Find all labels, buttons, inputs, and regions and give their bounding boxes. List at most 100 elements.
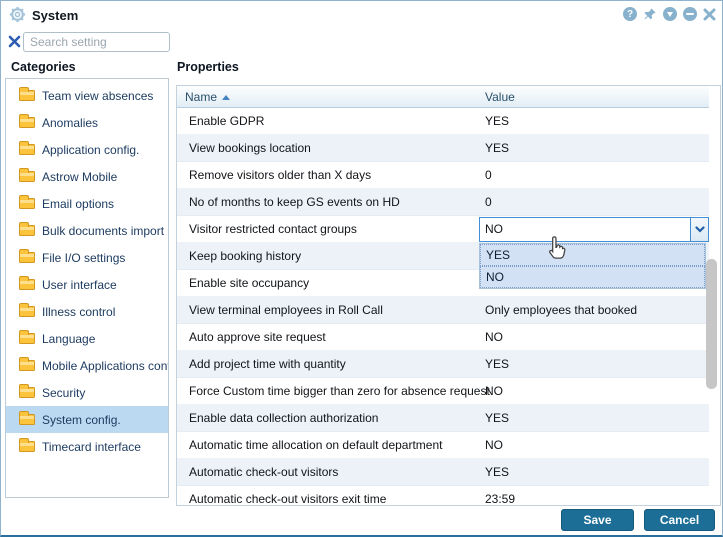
category-label: File I/O settings — [42, 250, 126, 265]
sidebar-item-language[interactable]: Language — [6, 325, 168, 352]
cancel-button[interactable]: Cancel — [644, 509, 715, 531]
table-row[interactable]: No of months to keep GS events on HD 0 — [177, 189, 709, 216]
property-name: Enable site occupancy — [189, 276, 310, 290]
window-title: System — [32, 8, 79, 23]
sidebar-item-anomalies[interactable]: Anomalies — [6, 109, 168, 136]
table-row[interactable]: View terminal employees in Roll Call Only… — [177, 297, 709, 324]
sidebar-item-application-config[interactable]: Application config. — [6, 136, 168, 163]
categories-heading: Categories — [11, 60, 76, 74]
table-row[interactable]: Enable data collection authorization YES — [177, 405, 709, 432]
category-label: Language — [42, 331, 96, 346]
category-label: Team view absences — [42, 88, 154, 103]
sidebar-item-bulk-documents-import[interactable]: Bulk documents import — [6, 217, 168, 244]
properties-heading: Properties — [177, 60, 239, 74]
folder-icon — [19, 384, 35, 398]
grid-rows: Enable GDPR YES View bookings location YES… — [177, 108, 709, 506]
sidebar-item-email-options[interactable]: Email options — [6, 190, 168, 217]
property-name: No of months to keep GS events on HD — [189, 195, 400, 209]
property-name: Remove visitors older than X days — [189, 168, 372, 182]
folder-icon — [19, 276, 35, 290]
table-row[interactable]: Add project time with quantity YES — [177, 351, 709, 378]
properties-grid: Name Value Enable GDPR YES View bookings … — [176, 85, 721, 506]
property-value: NO — [485, 384, 503, 398]
category-label: Bulk documents import — [42, 223, 165, 238]
close-icon[interactable] — [703, 8, 716, 21]
folder-icon — [19, 438, 35, 452]
property-value: Only employees that booked — [485, 303, 638, 317]
property-name: Enable data collection authorization — [189, 411, 379, 425]
value-combobox[interactable]: NO — [479, 217, 709, 242]
chevron-down-icon — [694, 225, 705, 233]
property-value: YES — [485, 357, 510, 371]
gear-icon — [9, 6, 26, 23]
titlebar: System ? — [1, 1, 722, 29]
column-header-name[interactable]: Name — [185, 90, 231, 104]
sidebar-item-user-interface[interactable]: User interface — [6, 271, 168, 298]
folder-icon — [19, 222, 35, 236]
property-name: Automatic check-out visitors exit time — [189, 492, 387, 506]
category-label: Anomalies — [42, 115, 99, 130]
folder-icon — [19, 330, 35, 344]
property-name: Force Custom time bigger than zero for a… — [189, 384, 490, 398]
grid-header: Name Value — [177, 86, 709, 108]
help-icon[interactable]: ? — [623, 7, 637, 21]
folder-icon — [19, 357, 35, 371]
property-name: View bookings location — [189, 141, 311, 155]
sidebar-item-team-view-absences[interactable]: Team view absences — [6, 82, 168, 109]
search-input[interactable] — [23, 32, 170, 52]
property-name: Keep booking history — [189, 249, 302, 263]
sort-asc-icon — [222, 94, 231, 100]
collapse-icon[interactable] — [683, 7, 697, 21]
property-value: 23:59 — [485, 492, 516, 506]
category-label: Application config. — [42, 142, 140, 157]
category-label: Illness control — [42, 304, 116, 319]
table-row[interactable]: Automatic check-out visitors YES — [177, 459, 709, 486]
category-label: System config. — [42, 412, 121, 427]
table-row[interactable]: Automatic check-out visitors exit time 23… — [177, 486, 709, 506]
table-row[interactable]: Force Custom time bigger than zero for a… — [177, 378, 709, 405]
property-value: NO — [485, 330, 503, 344]
category-label: Astrow Mobile — [42, 169, 118, 184]
sidebar-item-system-config[interactable]: System config. — [6, 406, 168, 433]
pin-icon[interactable] — [643, 7, 657, 21]
sidebar-item-security[interactable]: Security — [6, 379, 168, 406]
property-name: Add project time with quantity — [189, 357, 346, 371]
property-name: Enable GDPR — [189, 114, 265, 128]
categories-panel: Team view absences Anomalies Application… — [5, 78, 169, 498]
sidebar-item-astrow-mobile[interactable]: Astrow Mobile — [6, 163, 168, 190]
sidebar-item-file-io-settings[interactable]: File I/O settings — [6, 244, 168, 271]
category-label: Mobile Applications config. — [42, 358, 168, 373]
sidebar-item-mobile-applications-config[interactable]: Mobile Applications config. — [6, 352, 168, 379]
property-value: NO — [485, 438, 503, 452]
folder-icon — [19, 195, 35, 209]
dropdown-option-no[interactable]: NO — [480, 266, 705, 288]
property-name: Visitor restricted contact groups — [189, 222, 357, 236]
table-row[interactable]: Enable GDPR YES — [177, 108, 709, 135]
sidebar-item-illness-control[interactable]: Illness control — [6, 298, 168, 325]
category-label: Security — [42, 385, 86, 400]
property-value: YES — [485, 141, 510, 155]
restore-icon[interactable] — [663, 7, 677, 21]
column-header-value[interactable]: Value — [485, 90, 515, 104]
property-value: YES — [485, 465, 510, 479]
combobox-trigger[interactable] — [690, 218, 708, 241]
folder-icon — [19, 114, 35, 128]
clear-search-icon[interactable] — [8, 35, 21, 48]
table-row-editing[interactable]: Visitor restricted contact groups — [177, 216, 709, 243]
table-row[interactable]: View bookings location YES — [177, 135, 709, 162]
table-row[interactable]: Auto approve site request NO — [177, 324, 709, 351]
save-button[interactable]: Save — [561, 509, 634, 531]
folder-icon — [19, 303, 35, 317]
dropdown-option-yes[interactable]: YES — [480, 244, 705, 266]
folder-icon — [19, 249, 35, 263]
table-row[interactable]: Remove visitors older than X days 0 — [177, 162, 709, 189]
sidebar-item-timecard-interface[interactable]: Timecard interface — [6, 433, 168, 460]
table-row[interactable]: Automatic time allocation on default dep… — [177, 432, 709, 459]
property-value: 0 — [485, 168, 492, 182]
property-value: YES — [485, 411, 510, 425]
column-label: Name — [185, 90, 218, 104]
property-value: YES — [485, 114, 510, 128]
folder-icon — [19, 141, 35, 155]
vertical-scrollbar[interactable] — [706, 259, 717, 389]
